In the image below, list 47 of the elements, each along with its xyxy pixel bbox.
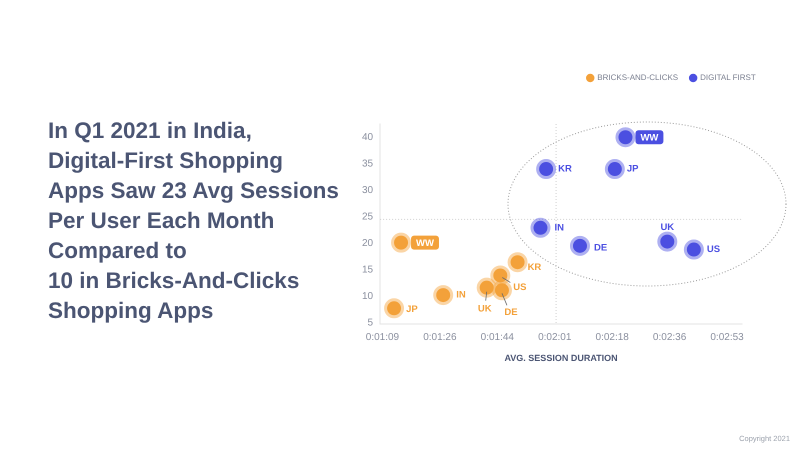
x-tick-label: 0:02:53 [710, 332, 744, 343]
point [570, 236, 590, 256]
x-tick-label: 0:02:36 [652, 332, 687, 343]
annotation: JP [406, 304, 418, 315]
annotation: US [513, 282, 527, 294]
y-tick-label: 15 [362, 264, 374, 276]
point [490, 265, 510, 286]
point [492, 280, 512, 300]
annotation: US [706, 244, 720, 256]
x-tick-label: 0:02:18 [596, 332, 630, 343]
y-tick-label: 40 [362, 132, 374, 143]
y-tick-label: 5 [368, 317, 374, 328]
annotation: JP [626, 164, 640, 175]
annotation: DE [594, 242, 608, 254]
y-tick-label: 20 [362, 238, 374, 249]
point [433, 285, 454, 306]
x-tick-label: 0:01:26 [423, 332, 457, 343]
annotation: WW [640, 132, 658, 144]
point [657, 232, 678, 252]
annotation: UK [660, 222, 674, 234]
annotation: KR [558, 164, 572, 175]
point [508, 252, 528, 272]
y-tick-label: 35 [362, 158, 374, 170]
annotation: IN [456, 290, 466, 301]
point [384, 298, 404, 318]
y-tick-label: 30 [362, 184, 374, 196]
y-tick-label: 10 [362, 290, 374, 302]
point [530, 218, 550, 238]
x-axis-title: AVG. SESSION DURATION [504, 353, 618, 364]
point [604, 159, 625, 180]
point [684, 240, 704, 260]
y-tick-label: 25 [362, 211, 374, 222]
x-tick-label: 0:02:01 [538, 332, 572, 343]
legend-label: DIGITAL FIRST [700, 73, 756, 82]
point [391, 232, 412, 253]
x-tick-label: 0:01:09 [366, 332, 400, 343]
annotation: WW [416, 238, 434, 249]
point [476, 278, 497, 298]
point [615, 127, 636, 148]
annotation: IN [554, 222, 564, 234]
legend-label: BRICKS-AND-CLICKS [597, 73, 678, 82]
text: In Q1 2021 in India, Digital-First Shopping Apps Saw 23 Avg Sessions Per User Each Month Compared to 10 in Bricks-And-Clicks Shopping Apps [48, 117, 339, 325]
annotation: KR [528, 262, 542, 273]
x-tick-label: 0:01:44 [480, 332, 514, 343]
annotation: UK [478, 303, 492, 314]
annotation: DE [504, 306, 518, 318]
point [536, 159, 556, 180]
